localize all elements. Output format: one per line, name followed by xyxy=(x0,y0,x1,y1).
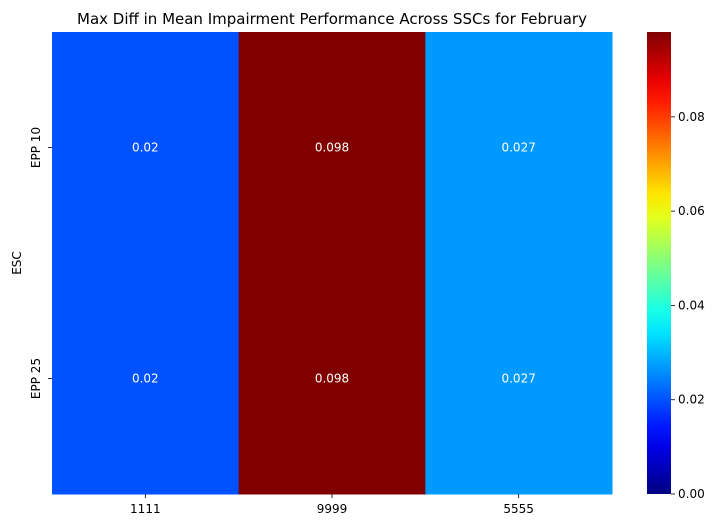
chart-title: Max Diff in Mean Impairment Performance … xyxy=(77,10,587,28)
heatmap-cell-labels: 0.02 0.098 0.027 0.02 0.098 0.027 xyxy=(132,141,536,386)
cell-value-label: 0.02 xyxy=(132,141,159,155)
heatmap-cell xyxy=(238,263,426,495)
heatmap-cell xyxy=(52,263,240,495)
colorbar-tick-label: 0.06 xyxy=(678,204,705,218)
cell-value-label: 0.098 xyxy=(315,141,349,155)
colorbar-tick-label: 0.00 xyxy=(678,487,705,501)
colorbar-gradient xyxy=(647,32,671,494)
y-axis: EPP 10 EPP 25 xyxy=(29,127,52,399)
colorbar-tick-label: 0.04 xyxy=(678,298,705,312)
heatmap-cell xyxy=(52,32,240,264)
colorbar-axis: 0.00 0.02 0.04 0.06 0.08 xyxy=(671,110,705,501)
cell-value-label: 0.027 xyxy=(501,141,535,155)
colorbar xyxy=(647,32,671,494)
heatmap-cells xyxy=(52,32,613,495)
y-axis-label: ESC xyxy=(10,251,24,275)
y-tick-label: EPP 10 xyxy=(29,127,43,168)
colorbar-tick-label: 0.02 xyxy=(678,393,705,407)
x-tick-label: 1111 xyxy=(130,502,161,516)
heatmap-cell xyxy=(238,32,426,264)
cell-value-label: 0.02 xyxy=(132,372,159,386)
colorbar-tick-label: 0.08 xyxy=(678,110,705,124)
cell-value-label: 0.098 xyxy=(315,372,349,386)
x-tick-label: 9999 xyxy=(317,502,348,516)
x-tick-label: 5555 xyxy=(503,502,534,516)
heatmap-cell xyxy=(425,32,613,264)
x-axis: 1111 9999 5555 xyxy=(130,494,534,516)
cell-value-label: 0.027 xyxy=(501,372,535,386)
heatmap-cell xyxy=(425,263,613,495)
y-tick-label: EPP 25 xyxy=(29,358,43,399)
